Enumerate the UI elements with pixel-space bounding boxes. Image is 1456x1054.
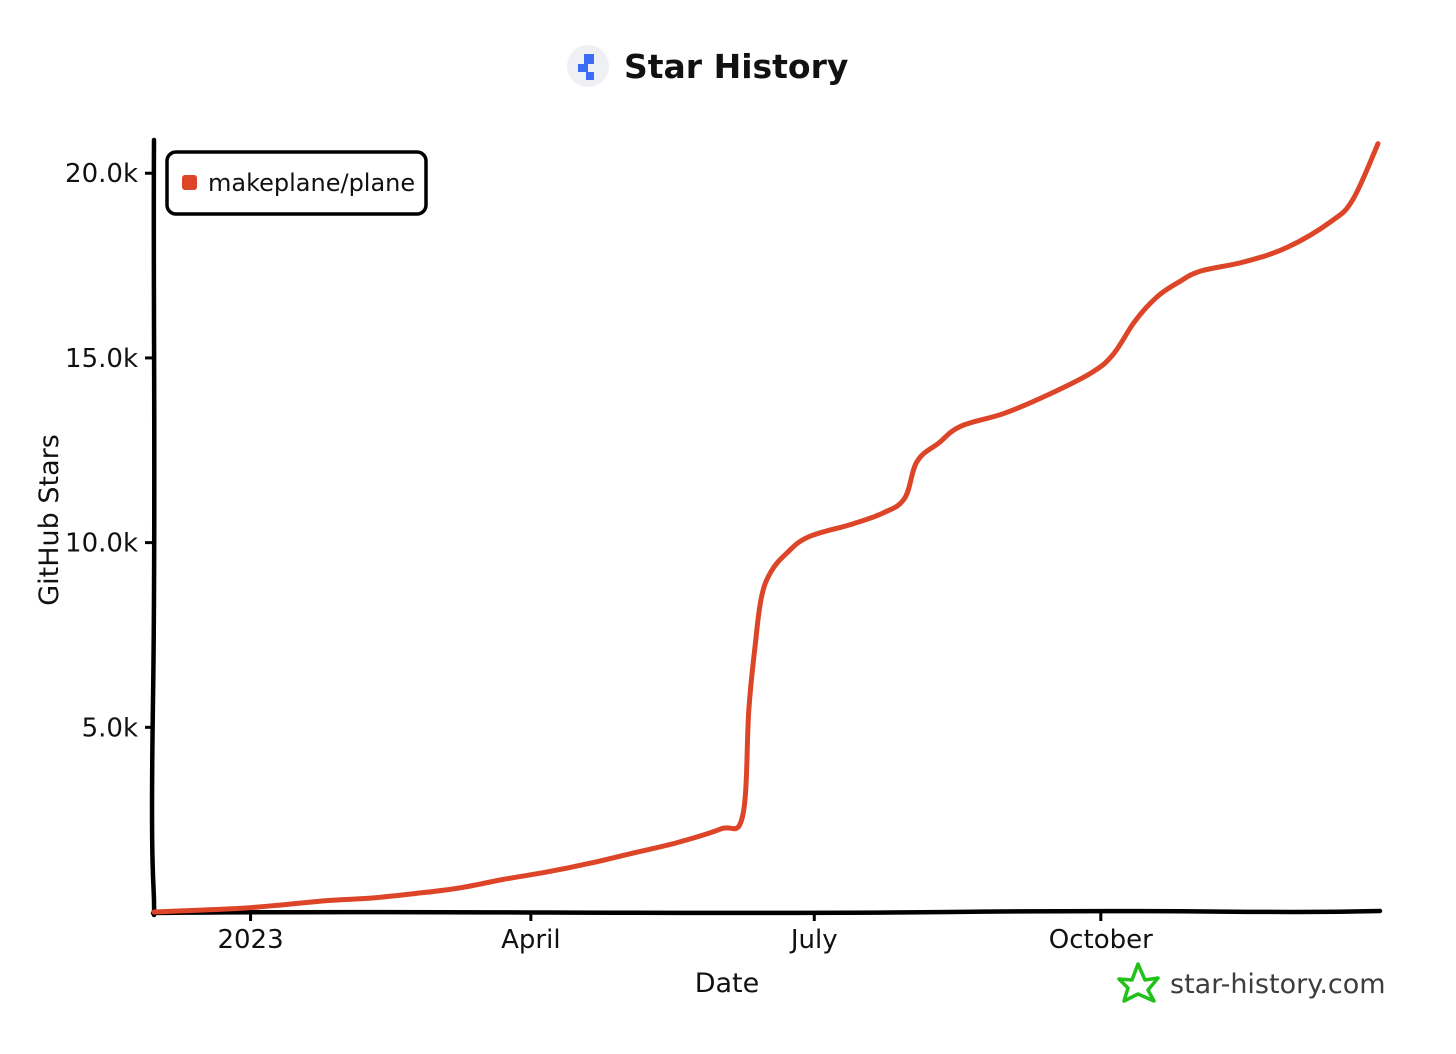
y-tick-label: 5.0k [82, 713, 138, 743]
legend-label: makeplane/plane [208, 169, 415, 197]
series-line-0 [151, 141, 1381, 915]
legend: makeplane/plane [165, 150, 428, 216]
x-tick-label: July [789, 925, 838, 955]
y-axis-title: GitHub Stars [34, 434, 65, 606]
y-axis-line [149, 137, 157, 918]
chart-header: Star History [567, 45, 848, 87]
legend-box [165, 150, 428, 216]
y-tick-label: 15.0k [65, 344, 138, 374]
y-axis-ticks: 5.0k 10.0k 15.0k 20.0k [65, 159, 154, 743]
series-layer [151, 141, 1381, 915]
y-tick-label: 10.0k [65, 529, 138, 559]
x-tick-label: April [501, 925, 560, 955]
chart-title: Star History [624, 47, 848, 86]
star-history-logo-icon [567, 45, 609, 87]
x-tick-label: 2023 [217, 925, 283, 955]
watermark: star-history.com [1117, 962, 1386, 1003]
watermark-text: star-history.com [1170, 969, 1386, 1000]
x-axis-ticks: 2023 April July October [217, 912, 1153, 955]
x-tick-label: October [1049, 925, 1153, 955]
legend-swatch [182, 175, 197, 190]
y-tick-label: 20.0k [65, 159, 138, 189]
x-axis-title: Date [695, 968, 760, 999]
star-outline-icon [1117, 962, 1160, 1003]
x-axis-line [150, 908, 1383, 916]
